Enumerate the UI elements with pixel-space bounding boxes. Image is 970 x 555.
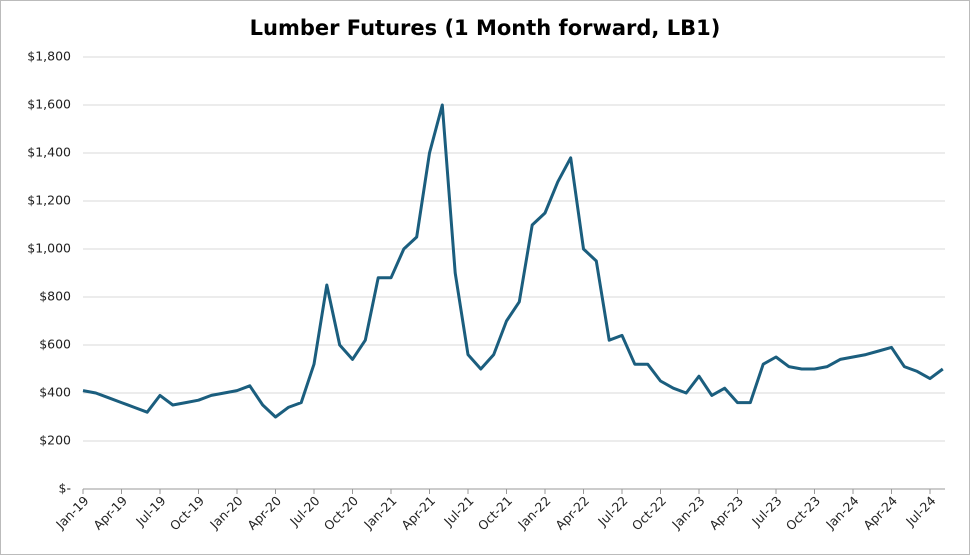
y-tick-label: $800 bbox=[39, 289, 71, 304]
y-tick-label: $1,200 bbox=[27, 193, 71, 208]
y-tick-label: $400 bbox=[39, 385, 71, 400]
y-tick-label: $1,000 bbox=[27, 241, 71, 256]
chart-title: Lumber Futures (1 Month forward, LB1) bbox=[250, 16, 721, 40]
price-line bbox=[82, 103, 944, 419]
y-tick-label: $- bbox=[59, 481, 71, 496]
y-tick-label: $1,800 bbox=[27, 49, 71, 64]
y-tick-label: $600 bbox=[39, 337, 71, 352]
y-tick-label: $1,400 bbox=[27, 145, 71, 160]
y-tick-label: $1,600 bbox=[27, 97, 71, 112]
y-tick-label: $200 bbox=[39, 433, 71, 448]
